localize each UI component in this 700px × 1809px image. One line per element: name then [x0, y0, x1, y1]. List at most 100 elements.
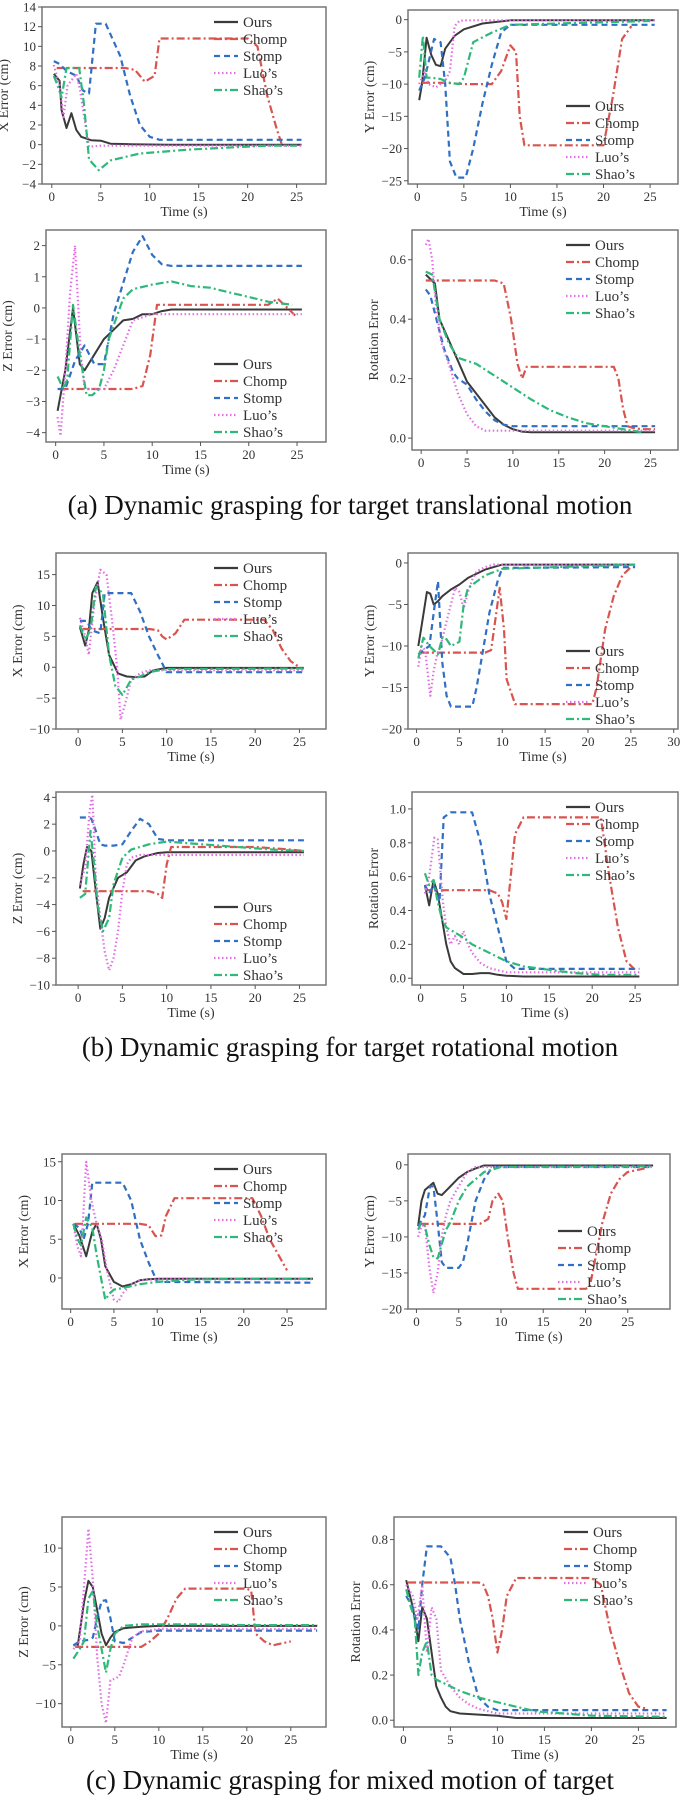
x-tick-label: 20: [597, 189, 610, 204]
legend-label: Chomp: [593, 1542, 637, 1558]
legend-label: Ours: [593, 1525, 622, 1541]
chart-svg: 0 5 10 15 20 25 0.0 0.2 0.4 0.6 0.8 1.0 Time (s) Rota…: [367, 791, 679, 1021]
series-line-stomp: [72, 1181, 314, 1284]
y-tick-label: −10: [382, 77, 402, 92]
y-tick-label: −5: [36, 691, 50, 706]
x-tick-label: 10: [504, 189, 517, 204]
x-tick-label: 20: [240, 1732, 253, 1747]
plot-frame: [55, 552, 327, 730]
y-tick-label: 0: [396, 12, 403, 27]
series-line-ours: [405, 1579, 667, 1719]
x-axis-label: Time (s): [519, 750, 567, 765]
series-line-shaos: [72, 1216, 313, 1301]
y-tick-label: −2: [36, 870, 50, 885]
chart-svg: 0 5 10 15 20 25 30 −20 −15 −10 −5 0 Time (s) Y Error …: [363, 552, 680, 765]
x-tick-label: 20: [249, 990, 262, 1005]
legend-label: Ours: [243, 1525, 272, 1541]
x-tick-label: 10: [151, 1314, 164, 1329]
legend-label: Luo’s: [595, 851, 629, 867]
legend-label: Shao’s: [243, 629, 283, 645]
x-tick-label: 0: [413, 734, 420, 749]
legend-label: Luo’s: [595, 695, 629, 711]
series-line-shaos: [425, 270, 642, 434]
y-tick-label: −2: [22, 157, 36, 172]
series-line-stomp: [418, 23, 655, 179]
series-line-luos: [52, 64, 302, 148]
y-tick-label: 4: [44, 790, 51, 805]
legend-label: Stomp: [595, 133, 634, 149]
x-tick-label: 20: [241, 189, 254, 204]
y-tick-label: 8: [30, 59, 37, 74]
chart-a-y-error: 0 5 10 15 20 25 −25 −20 −15 −10 −5 0 Time (s) Y Error…: [350, 2, 700, 222]
legend-label: Chomp: [243, 1179, 287, 1195]
legend-label: Luo’s: [243, 951, 277, 967]
plot-frame: [407, 552, 679, 730]
series-line-chomp: [408, 1576, 649, 1710]
y-tick-label: 0.4: [390, 903, 407, 918]
x-tick-label: 15: [192, 189, 205, 204]
y-tick-label: −5: [42, 1657, 56, 1672]
y-tick-label: −8: [36, 951, 50, 966]
x-axis-label: Time (s): [167, 1006, 215, 1021]
legend-label: Luo’s: [587, 1275, 621, 1291]
legend-label: Luo’s: [595, 289, 629, 305]
x-tick-label: 15: [552, 455, 565, 470]
series-line-ours: [425, 273, 656, 434]
plot-frame: [55, 791, 327, 986]
legend-label: Luo’s: [243, 612, 277, 628]
legend-label: Stomp: [595, 678, 634, 694]
y-tick-label: −15: [382, 680, 402, 695]
x-tick-label: 0: [75, 990, 82, 1005]
chart-a-z-error: 0 5 10 15 20 25 −4 −3 −2 −1 0 1 2 Time (s) Z Error (cm…: [0, 222, 350, 480]
x-tick-label: 10: [143, 189, 156, 204]
legend-label: Luo’s: [595, 150, 629, 166]
series-line-stomp: [57, 235, 302, 391]
x-axis-label: Time (s): [170, 1330, 218, 1345]
x-tick-label: 5: [464, 455, 471, 470]
series-line-luos: [78, 568, 304, 721]
y-axis-label: Rotation Error: [367, 848, 382, 930]
y-tick-label: −10: [30, 978, 50, 993]
y-tick-label: −10: [36, 1696, 56, 1711]
chart-a-x-error: 0 5 10 15 20 25 −4 −2 0 2 4 6 8 10 12 14 Time (s) X Error…: [0, 0, 350, 222]
x-tick-label: 0: [414, 189, 421, 204]
chart-svg: 0 5 10 15 20 25 −4 −2 0 2 4 6 8 10 12 14 Time (s) X Error…: [0, 0, 327, 220]
x-tick-label: 0: [400, 1732, 407, 1747]
series-line-ours: [73, 1579, 318, 1647]
x-tick-label: 15: [196, 1732, 209, 1747]
legend-label: Ours: [587, 1224, 616, 1240]
x-axis-label: Time (s): [521, 1006, 569, 1021]
x-tick-label: 0: [49, 189, 56, 204]
x-tick-label: 15: [543, 990, 556, 1005]
x-tick-label: 25: [293, 990, 306, 1005]
y-tick-label: 0.4: [372, 1622, 389, 1637]
series-line-luos: [423, 836, 640, 974]
chart-b-z-error: 0 5 10 15 20 25 −10 −8 −6 −4 −2 0 2 4 Time (s) Z Error …: [0, 780, 350, 1023]
y-tick-label: 12: [23, 19, 36, 34]
y-tick-label: −5: [388, 44, 402, 59]
x-tick-label: 5: [98, 189, 105, 204]
series-line-shaos: [79, 829, 304, 933]
legend-label: Chomp: [243, 578, 287, 594]
plot-frame: [61, 1516, 327, 1728]
x-tick-label: 20: [249, 734, 262, 749]
y-tick-label: 0.8: [390, 835, 406, 850]
y-axis-label: Z Error (cm): [17, 1586, 32, 1658]
y-tick-label: 15: [43, 1154, 56, 1169]
y-axis-label: X Error (cm): [17, 1195, 32, 1268]
x-tick-label: 5: [111, 1314, 118, 1329]
y-axis-label: Z Error (cm): [11, 852, 26, 924]
y-tick-label: 0.2: [390, 937, 406, 952]
x-tick-label: 0: [417, 990, 424, 1005]
legend-label: Shao’s: [595, 306, 635, 322]
caption-b: (b) Dynamic grasping for target rotation…: [81, 1032, 619, 1062]
legend-label: Stomp: [587, 1258, 626, 1274]
series-line-chomp: [422, 25, 633, 147]
x-tick-label: 15: [194, 1314, 207, 1329]
y-tick-label: −25: [382, 173, 402, 188]
series-line-stomp: [417, 566, 636, 708]
legend-label: Chomp: [587, 1241, 631, 1257]
chart-b-x-error: 0 5 10 15 20 25 −10 −5 0 5 10 15 Time (s) X Error (cm…: [0, 545, 350, 767]
